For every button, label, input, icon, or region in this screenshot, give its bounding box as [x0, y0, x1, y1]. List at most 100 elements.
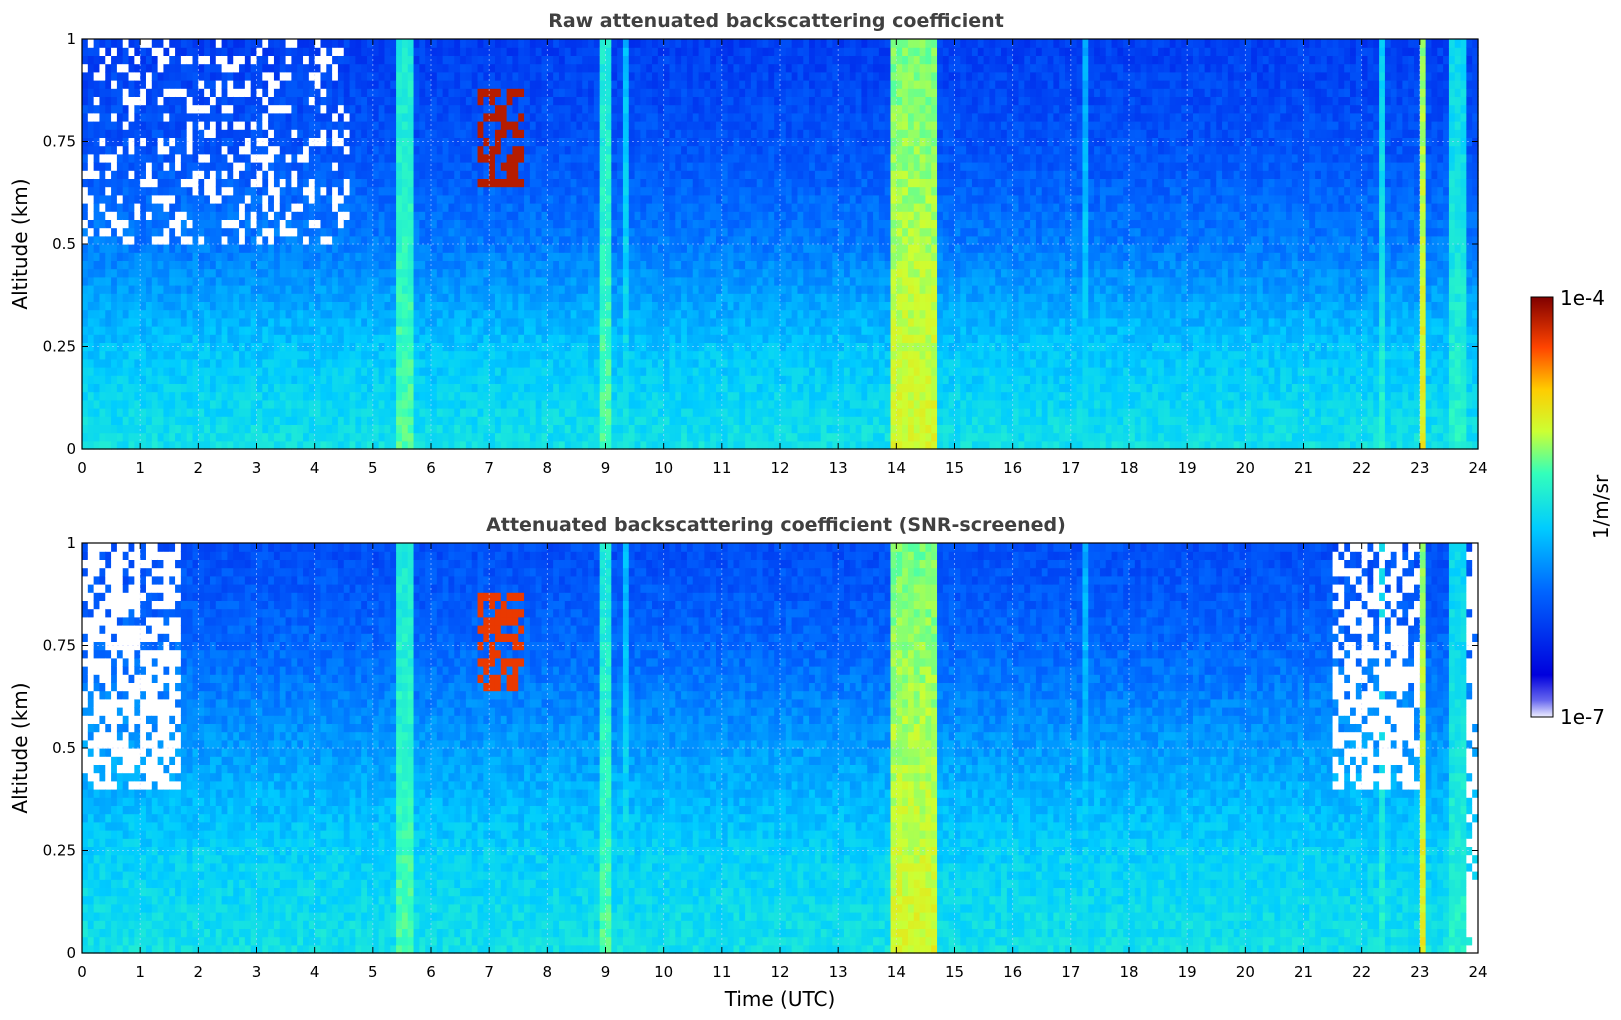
heatmap-cell [343, 80, 351, 89]
heatmap-cell [87, 96, 95, 106]
heatmap-cell [378, 399, 386, 409]
heatmap-cell [657, 145, 665, 155]
heatmap-cell [401, 391, 409, 401]
heatmap-cell [605, 203, 612, 212]
heatmap-cell [151, 391, 159, 401]
heatmap-cell [343, 260, 351, 270]
heatmap-cell [361, 399, 368, 409]
heatmap-cell [372, 375, 380, 384]
heatmap-cell [244, 350, 252, 360]
heatmap-cell [87, 47, 95, 56]
heatmap-cell [105, 367, 112, 376]
heatmap-cell [291, 293, 298, 302]
heatmap-cell [547, 293, 554, 302]
heatmap-cell [320, 170, 327, 179]
heatmap-cell [605, 39, 612, 48]
heatmap-cell [367, 424, 374, 434]
heatmap-cell [332, 186, 339, 196]
heatmap-cell [198, 301, 205, 311]
heatmap-cell [122, 301, 130, 311]
heatmap-cell [582, 260, 589, 270]
heatmap-cell [419, 391, 426, 401]
heatmap-cell [93, 440, 101, 450]
heatmap-cell [372, 432, 380, 442]
heatmap-cell [343, 63, 351, 73]
heatmap-cell [361, 178, 368, 188]
heatmap-cell [471, 178, 479, 188]
heatmap-cell [372, 367, 380, 376]
heatmap-cell [209, 244, 217, 253]
heatmap-cell [227, 55, 234, 65]
heatmap-cell [605, 440, 612, 450]
heatmap-cell [436, 342, 444, 352]
heatmap-cell [372, 391, 380, 401]
heatmap-cell [204, 112, 211, 122]
heatmap-cell [448, 211, 455, 220]
heatmap-cell [524, 203, 531, 212]
heatmap-cell [477, 342, 484, 352]
heatmap-cell [390, 112, 397, 122]
heatmap-cell [477, 80, 484, 89]
heatmap-cell [640, 145, 647, 155]
heatmap-cell [111, 227, 118, 237]
heatmap-cell [448, 252, 455, 261]
heatmap-cell [396, 235, 403, 245]
heatmap-cell [582, 293, 589, 302]
heatmap-cell [372, 408, 380, 417]
heatmap-cell [413, 121, 420, 130]
heatmap-cell [268, 186, 275, 196]
heatmap-cell [291, 162, 298, 171]
heatmap-cell [489, 293, 496, 302]
heatmap-cell [221, 367, 229, 376]
heatmap-cell [465, 260, 473, 270]
heatmap-cell [204, 391, 211, 401]
heatmap-cell [448, 342, 455, 352]
heatmap-cell [518, 121, 525, 130]
heatmap-cell [401, 227, 409, 237]
heatmap-cell [198, 293, 205, 302]
heatmap-cell [582, 326, 589, 335]
heatmap-cell [244, 162, 252, 171]
heatmap-cell [204, 121, 211, 130]
heatmap-cell [291, 260, 298, 270]
heatmap-cell [634, 194, 641, 204]
heatmap-cell [285, 63, 292, 73]
heatmap-cell [180, 424, 188, 434]
heatmap-cell [454, 96, 461, 106]
heatmap-cell [541, 260, 548, 270]
heatmap-cell [180, 178, 188, 188]
heatmap-cell [209, 416, 217, 425]
heatmap-cell [396, 88, 403, 97]
heatmap-cell [273, 399, 281, 409]
heatmap-cell [332, 268, 339, 278]
heatmap-cell [215, 71, 223, 81]
heatmap-cell [384, 145, 391, 155]
heatmap-cell [332, 367, 339, 376]
heatmap-cell [180, 71, 188, 81]
heatmap-cell [361, 88, 368, 97]
heatmap-cell [611, 211, 618, 220]
heatmap-cell [529, 211, 537, 220]
heatmap-cell [332, 178, 339, 188]
heatmap-cell [413, 63, 420, 73]
heatmap-cell [588, 153, 595, 163]
heatmap-cell [145, 391, 153, 401]
heatmap-cell [367, 440, 374, 450]
heatmap-cell [628, 391, 636, 401]
heatmap-cell [588, 96, 595, 106]
heatmap-cell [175, 80, 182, 89]
heatmap-cell [518, 268, 525, 278]
heatmap-cell [657, 129, 665, 138]
heatmap-cell [489, 227, 496, 237]
heatmap-cell [128, 227, 135, 237]
heatmap-cell [204, 375, 211, 384]
heatmap-cell [291, 71, 298, 81]
heatmap-cell [314, 432, 322, 442]
heatmap-cell [419, 227, 426, 237]
heatmap-cell [431, 88, 438, 97]
heatmap-cell [273, 383, 281, 393]
heatmap-cell [506, 47, 514, 56]
heatmap-cell [285, 276, 292, 286]
heatmap-cell [384, 285, 391, 294]
heatmap-cell [303, 203, 310, 212]
